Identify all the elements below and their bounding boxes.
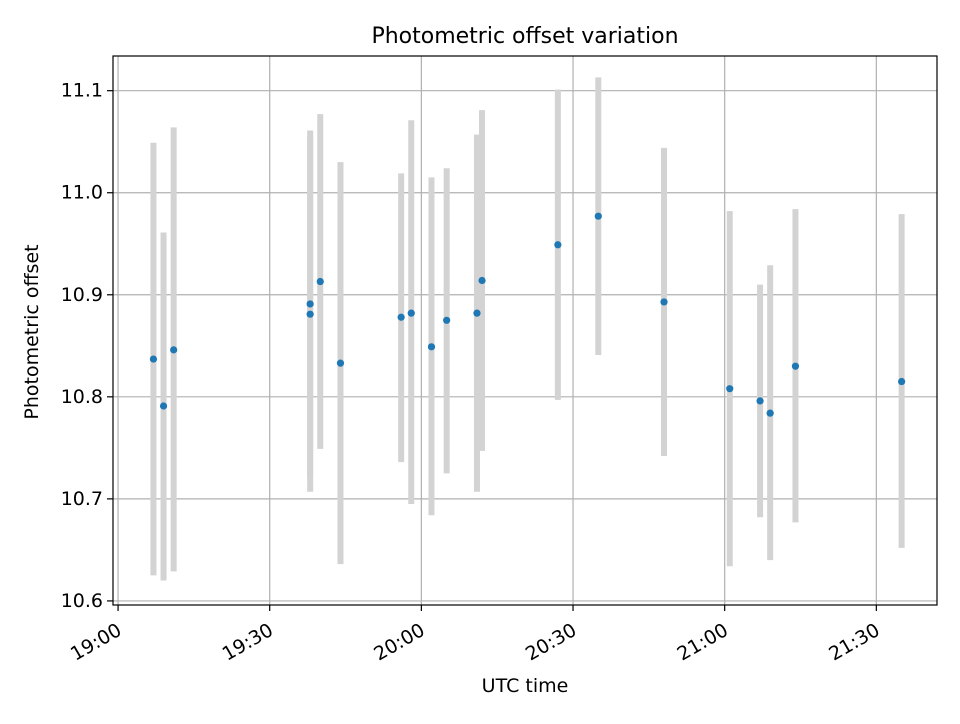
data-point	[306, 310, 314, 318]
data-point	[149, 355, 158, 363]
data-point	[766, 409, 774, 417]
data-point	[898, 377, 906, 386]
x-tick-label: 21:00	[674, 619, 732, 665]
y-tick-label: 10.7	[61, 488, 103, 510]
x-tick-label: 19:30	[219, 619, 277, 665]
data-point	[407, 309, 415, 317]
y-tick-label: 11.0	[61, 182, 103, 204]
data-point	[427, 343, 436, 351]
x-tick-label: 19:00	[67, 619, 125, 665]
data-point	[170, 346, 178, 354]
x-axis-label: UTC time	[482, 675, 569, 697]
plot-area-frame	[112, 55, 938, 606]
x-tick-label: 20:30	[522, 619, 580, 665]
data-points	[149, 212, 906, 417]
data-point	[660, 298, 668, 306]
data-point	[726, 385, 734, 393]
grid-lines	[113, 56, 937, 605]
data-point	[594, 212, 602, 220]
y-tick-label: 10.9	[61, 284, 103, 306]
data-point	[443, 316, 451, 324]
x-tick-label: 20:00	[370, 619, 428, 665]
x-tick-label: 21:30	[825, 619, 883, 665]
data-point	[756, 397, 764, 405]
y-tick-label: 10.8	[61, 386, 103, 408]
data-point	[791, 362, 800, 370]
data-point	[306, 300, 314, 308]
data-point	[478, 276, 486, 285]
data-point	[473, 309, 481, 317]
data-point	[336, 359, 345, 367]
error-bars	[150, 77, 905, 581]
y-tick-label: 10.6	[61, 590, 103, 612]
data-point	[554, 241, 562, 249]
data-point	[159, 402, 168, 410]
data-point	[316, 277, 324, 286]
data-point	[397, 313, 405, 321]
y-tick-label: 11.1	[61, 80, 103, 102]
y-axis-label: Photometric offset	[21, 244, 43, 419]
chart-title: Photometric offset variation	[371, 24, 678, 49]
